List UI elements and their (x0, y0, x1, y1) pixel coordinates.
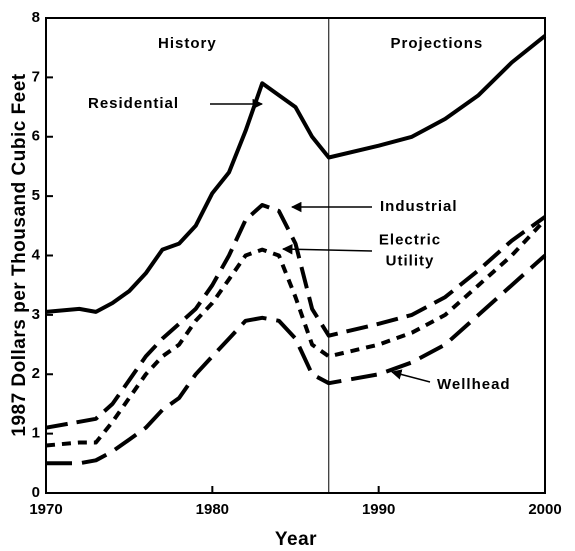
y-tick-label: 2 (32, 365, 40, 382)
line-series (45, 34, 547, 314)
plot-frame (45, 17, 546, 494)
label-arrow (390, 369, 431, 383)
label-arrow (281, 243, 373, 255)
region-label: Projections (391, 35, 484, 52)
y-tick-label: 1 (32, 425, 40, 442)
y-tick-label: 7 (32, 68, 40, 85)
y-tick-label: 5 (32, 187, 40, 204)
x-tick-label: 1970 (29, 501, 62, 518)
x-tick-label: 1990 (362, 501, 395, 518)
y-tick-label: 8 (32, 9, 40, 26)
x-axis-label: Year (275, 529, 317, 550)
series-label: Residential (88, 95, 179, 112)
line-series (45, 203, 547, 430)
series-label: Wellhead (437, 376, 511, 393)
y-tick-label: 6 (32, 128, 40, 145)
series-label: Electric Utility (379, 231, 441, 269)
y-axis-label: 1987 Dollars per Thousand Cubic Feet (9, 73, 30, 436)
region-label: History (158, 35, 217, 52)
y-tick-label: 0 (32, 484, 40, 501)
y-tick-label: 4 (32, 246, 41, 263)
x-tick-label: 2000 (528, 501, 561, 518)
y-tick-label: 3 (32, 306, 40, 323)
series-label: Industrial (380, 198, 458, 215)
line-series (45, 218, 547, 448)
x-tick-label: 1980 (196, 501, 229, 518)
line-series (46, 254, 547, 466)
